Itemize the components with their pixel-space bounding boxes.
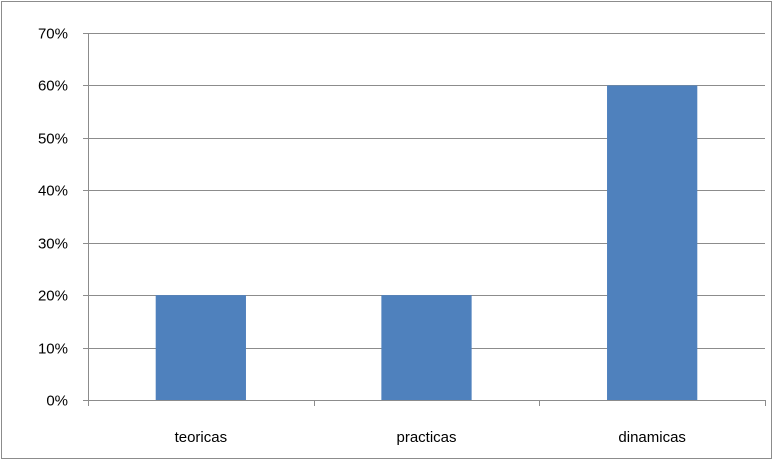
x-tick-label: practicas [396, 429, 456, 446]
axes [83, 33, 766, 406]
y-tick-label: 20% [38, 288, 68, 305]
y-tick-label: 50% [38, 131, 68, 148]
bar-teoricas [155, 295, 246, 400]
y-tick-label: 70% [38, 26, 68, 43]
bar-practicas [381, 295, 472, 400]
y-tick-label: 10% [38, 341, 68, 358]
bar-dinamicas [607, 85, 698, 400]
bars [155, 85, 698, 400]
x-tick-label: dinamicas [618, 429, 686, 446]
y-tick-label: 30% [38, 236, 68, 253]
y-tick-label: 0% [46, 393, 68, 410]
y-tick-label: 40% [38, 183, 68, 200]
tick-labels: 0% 10% 20% 30% 40% 50% 60% 70% teoricas practicas… [38, 26, 686, 447]
y-tick-label: 60% [38, 78, 68, 95]
x-tick-label: teoricas [175, 429, 228, 446]
